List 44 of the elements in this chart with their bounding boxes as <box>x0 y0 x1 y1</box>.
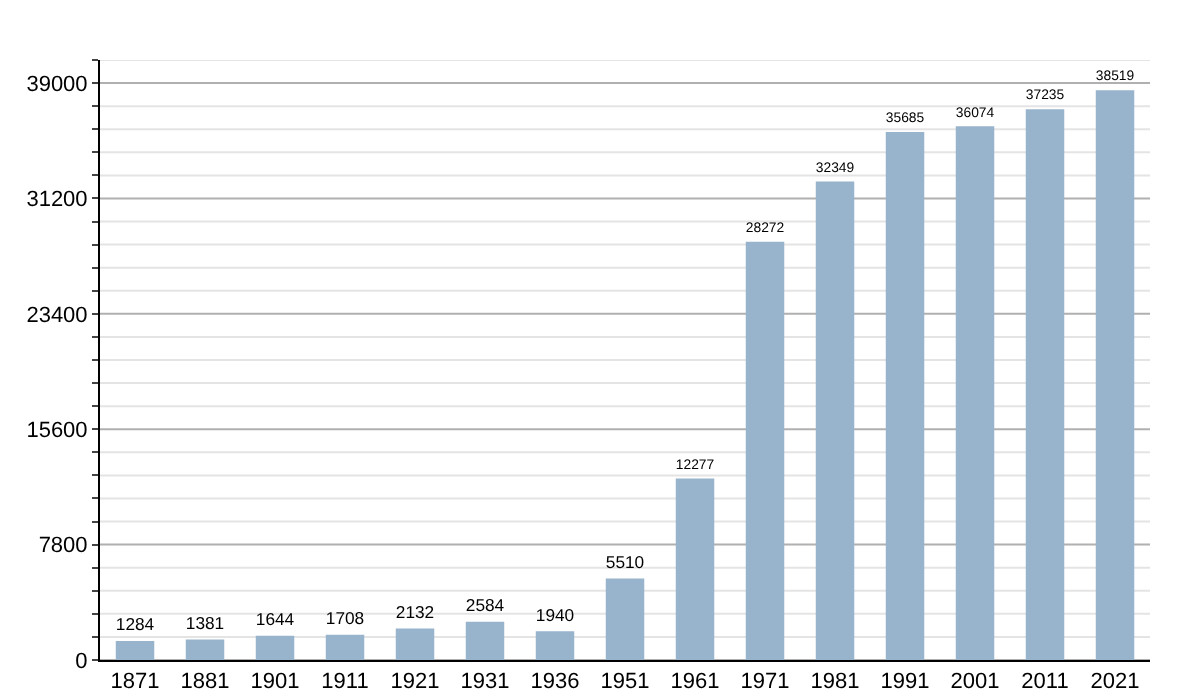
data-label: 1381 <box>185 612 225 633</box>
x-tick-label: 1961 <box>670 670 720 695</box>
x-tick-label: 1936 <box>530 670 580 695</box>
x-tick-label: 1911 <box>321 670 369 695</box>
x-tick-label: 1991 <box>880 670 930 695</box>
x-tick-label: 1931 <box>460 670 510 695</box>
y-tick-label: 15600 <box>26 418 88 443</box>
data-label: 1644 <box>255 608 295 629</box>
x-tick-label: 1901 <box>250 670 300 695</box>
data-label: 1708 <box>325 608 365 629</box>
y-tick-label: 7800 <box>38 534 88 559</box>
bar <box>1095 90 1135 660</box>
bar <box>885 132 925 660</box>
y-tick-label: 39000 <box>26 72 88 97</box>
bar <box>465 621 505 660</box>
bar <box>185 639 225 660</box>
data-label: 2132 <box>395 601 435 622</box>
x-tick-label: 1981 <box>810 670 860 695</box>
x-tick-label: 2011 <box>1021 670 1069 695</box>
y-tick-label: 23400 <box>26 303 88 328</box>
bar <box>325 634 365 660</box>
bar <box>395 628 435 660</box>
x-tick-label: 2021 <box>1090 670 1140 695</box>
x-tick-label: 2001 <box>950 670 1000 695</box>
x-tick-label: 1921 <box>390 670 440 695</box>
x-tick-label: 1881 <box>180 670 230 695</box>
data-label: 2584 <box>465 595 505 616</box>
bar <box>955 126 995 660</box>
bar <box>255 635 295 660</box>
bar <box>1025 109 1065 660</box>
bar <box>745 241 785 660</box>
y-tick-label: 31200 <box>26 188 88 213</box>
data-label: 1940 <box>535 604 575 625</box>
bar <box>115 641 155 660</box>
data-label: 1284 <box>115 614 155 635</box>
x-tick-label: 1871 <box>110 670 160 695</box>
bar <box>815 181 855 660</box>
x-tick-label: 1971 <box>740 670 790 695</box>
y-tick-label: 0 <box>75 649 88 674</box>
bar <box>535 631 575 660</box>
data-label: 5510 <box>605 551 645 572</box>
bar <box>605 578 645 660</box>
bar <box>675 478 715 660</box>
x-tick-label: 1951 <box>600 670 650 695</box>
